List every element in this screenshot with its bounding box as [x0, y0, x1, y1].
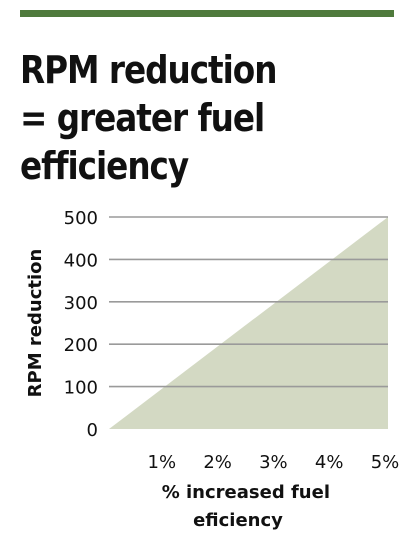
y-tick-label: 400: [64, 250, 98, 271]
x-tick-label: 4%: [315, 452, 344, 473]
x-tick-label: 1%: [148, 452, 177, 473]
y-axis-label: RPM reduction: [25, 249, 46, 398]
x-tick-label: 3%: [259, 452, 288, 473]
y-tick-label: 300: [64, 293, 98, 314]
area-series-0: [109, 217, 388, 429]
y-tick-label: 200: [64, 335, 98, 356]
x-axis-label: % increased fuel eficiency: [162, 482, 337, 531]
x-axis-label-line-1: % increased fuel: [162, 482, 330, 503]
x-tick-label: 5%: [371, 452, 400, 473]
y-tick-label: 500: [64, 208, 98, 229]
y-tick-label: 100: [64, 378, 98, 399]
x-axis-ticks: 1% 2% 3% 4% 5%: [148, 452, 400, 473]
y-tick-label: 0: [87, 420, 98, 441]
x-axis-label-line-2: eficiency: [193, 510, 283, 531]
y-axis-ticks: 0 100 200 300 400 500: [64, 208, 98, 441]
area-layer: [109, 217, 388, 429]
x-tick-label: 2%: [203, 452, 232, 473]
